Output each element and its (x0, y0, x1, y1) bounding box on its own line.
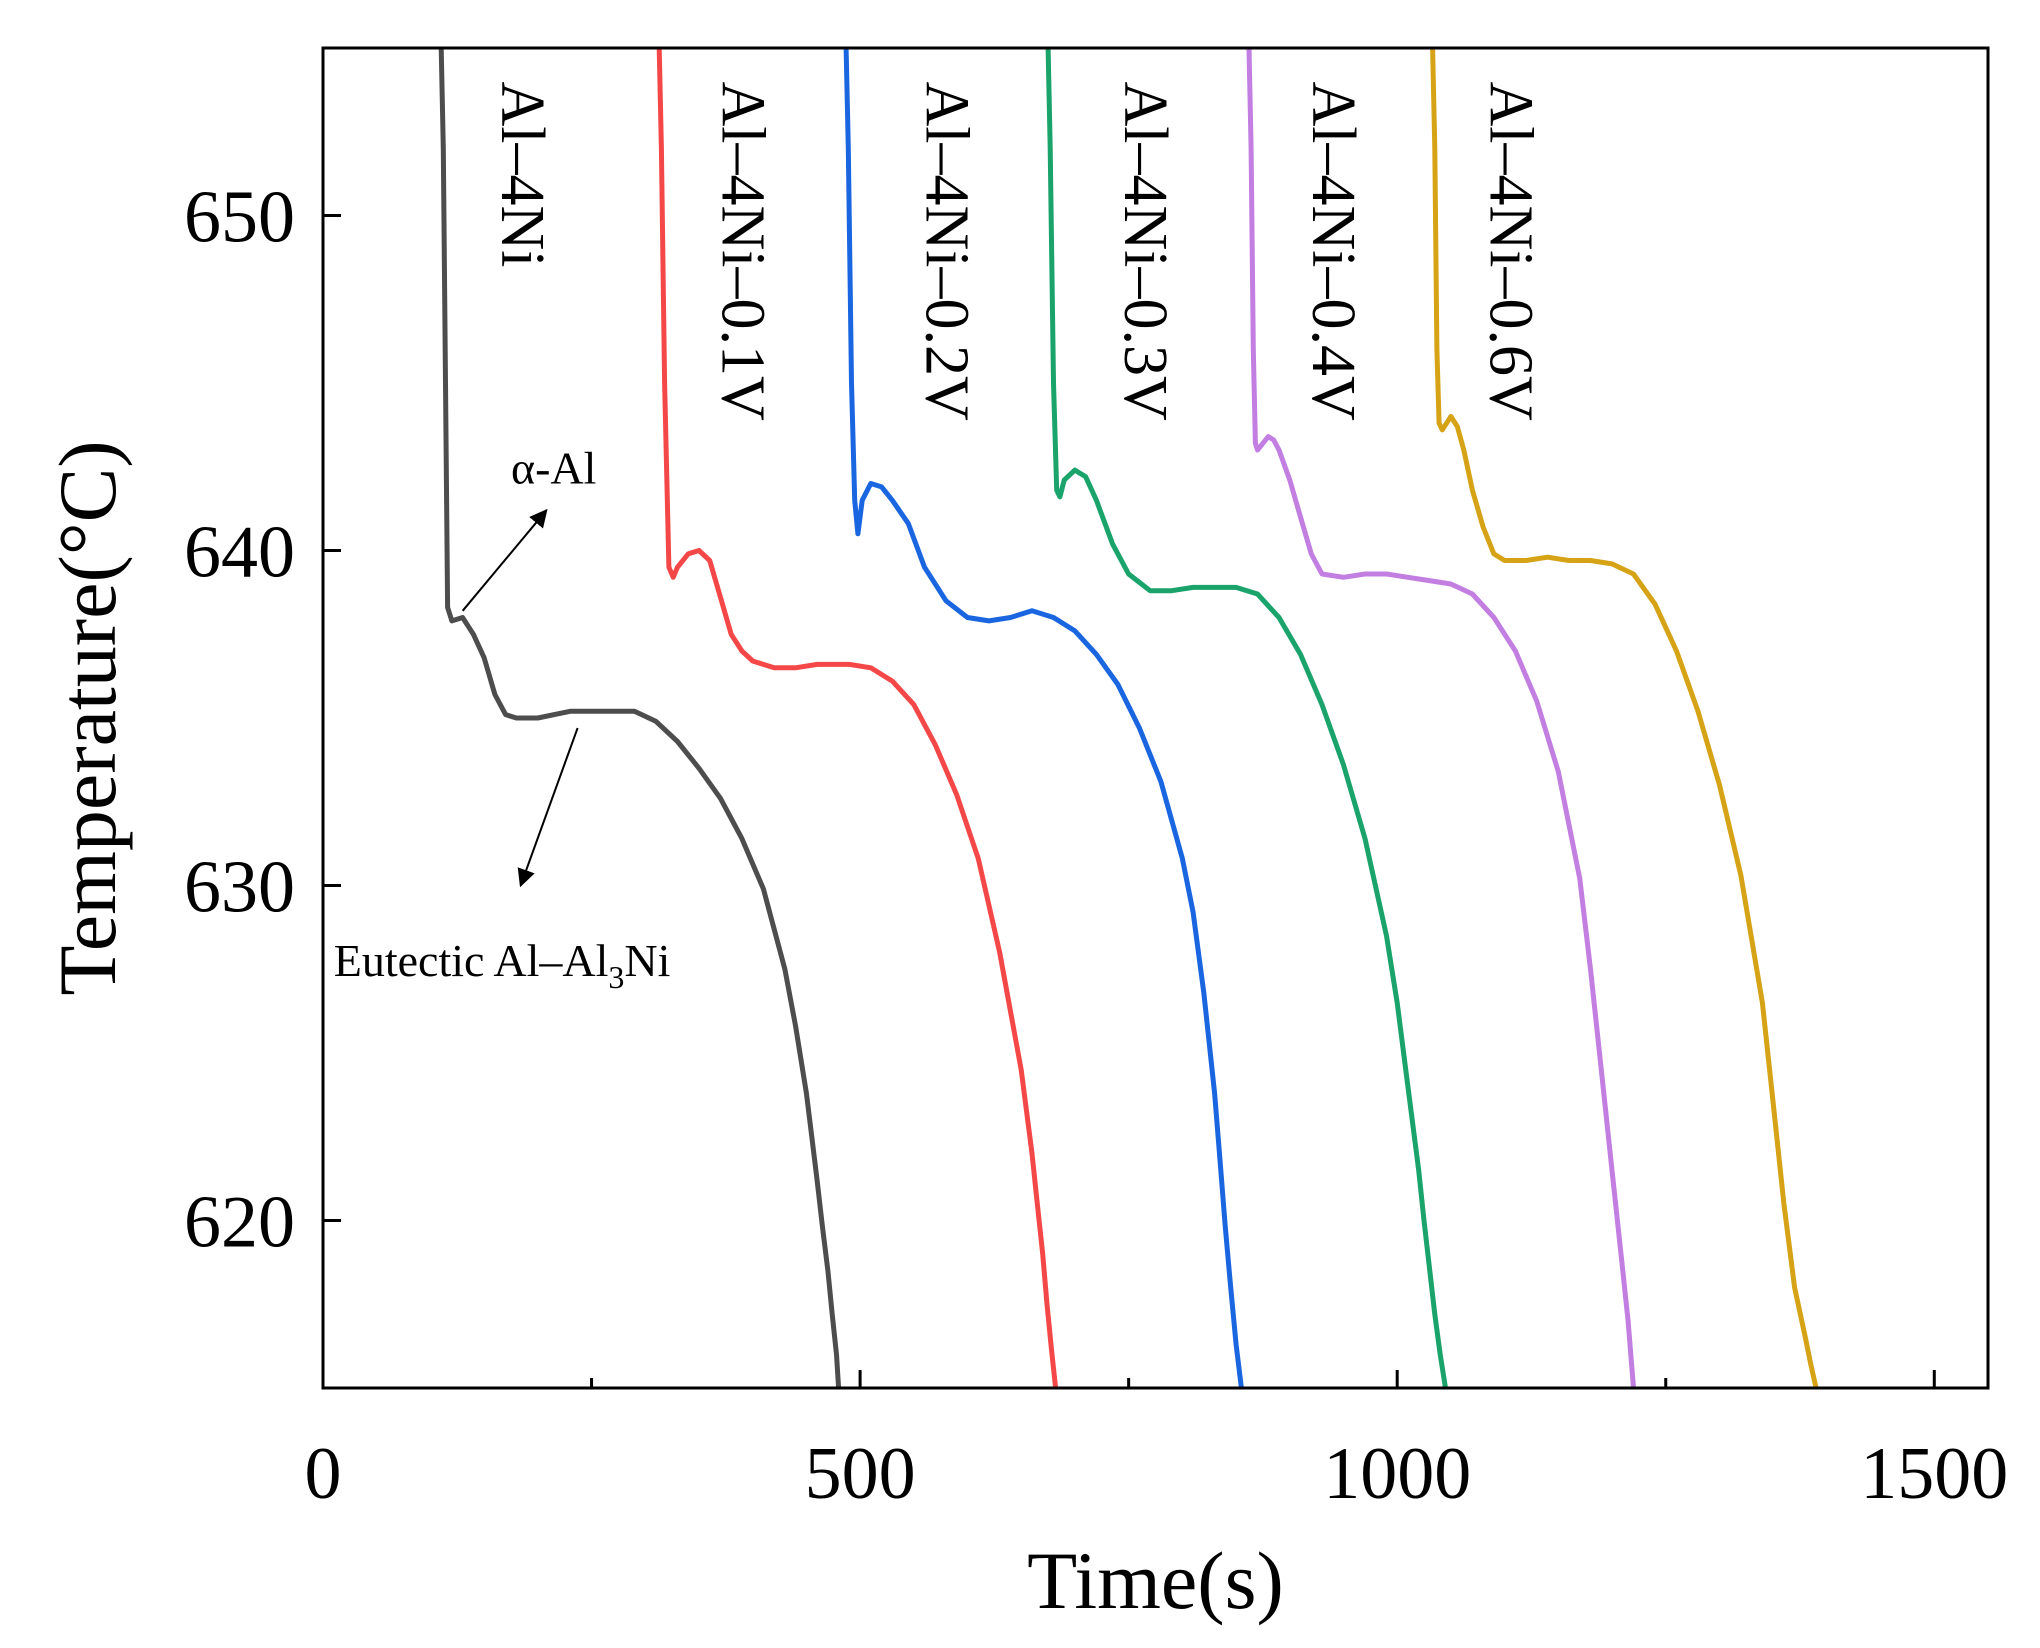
annotation-layer: Al–4Ni Al–4Ni–0.1V Al–4Ni–0.2V Al–4Ni–0.3V A… (334, 82, 1545, 995)
series-line-5 (1246, 48, 1636, 1388)
series-line-6 (1430, 48, 1819, 1388)
x-tick-label: 0 (305, 1433, 342, 1515)
alpha-al-label: α-Al (511, 443, 596, 494)
series-layer (438, 48, 1819, 1388)
x-axis-title: Time(s) (1027, 1535, 1284, 1626)
alpha-al-arrow (461, 508, 548, 612)
curve-label-3: Al–4Ni–0.2V (912, 82, 980, 422)
series-line-4 (1045, 48, 1448, 1388)
eutectic-arrow (517, 727, 579, 888)
eutectic-label: Eutectic Al–Al3Ni (334, 935, 671, 995)
series-line-1 (438, 48, 842, 1388)
eutectic-label-subscript: 3 (608, 959, 624, 995)
y-axis-title: Temperature(°C) (42, 440, 133, 995)
curve-label-1: Al–4Ni (488, 82, 556, 268)
x-tick-label: 1500 (1860, 1433, 2008, 1515)
y-tick-label: 650 (184, 177, 295, 259)
series-line-3 (843, 48, 1244, 1388)
x-tick-label: 1000 (1323, 1433, 1471, 1515)
x-tick-label: 500 (805, 1433, 916, 1515)
curve-label-5: Al–4Ni–0.4V (1299, 82, 1367, 422)
eutectic-label-end: Ni (624, 935, 670, 986)
curve-label-4: Al–4Ni–0.3V (1111, 82, 1179, 422)
plot-frame (321, 46, 1990, 1390)
series-line-2 (656, 48, 1059, 1388)
curve-label-6: Al–4Ni–0.6V (1476, 82, 1544, 422)
eutectic-label-main: Eutectic Al–Al (334, 935, 609, 986)
y-tick-label: 640 (184, 512, 295, 594)
curve-label-2: Al–4Ni–0.1V (708, 82, 776, 421)
y-tick-label: 620 (184, 1182, 295, 1264)
axis-layer: 0 500 1000 1500 620 630 640 650 (184, 177, 2008, 1516)
y-tick-label: 630 (184, 847, 295, 929)
